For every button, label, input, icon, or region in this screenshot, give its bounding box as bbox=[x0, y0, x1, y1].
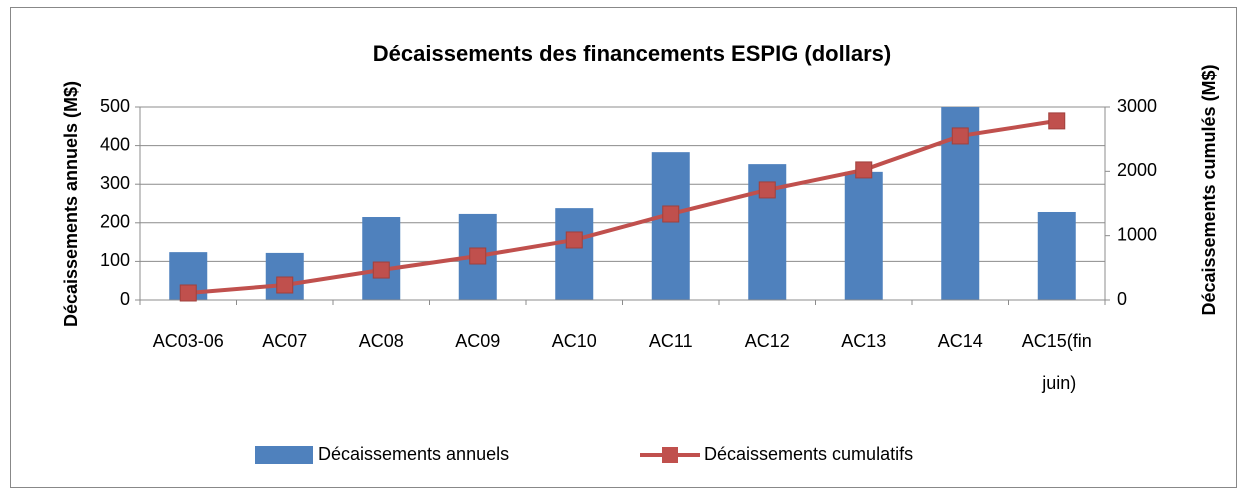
line bbox=[188, 118, 1058, 295]
y-tick-label: 100 bbox=[100, 250, 130, 270]
marker bbox=[758, 181, 776, 199]
marker bbox=[951, 127, 969, 145]
y2-tick-label: 0 bbox=[1117, 289, 1127, 309]
marker bbox=[276, 276, 294, 294]
legend-swatch bbox=[662, 447, 678, 463]
bar bbox=[651, 152, 690, 300]
y2-tick-label: 1000 bbox=[1117, 224, 1157, 244]
bar bbox=[1037, 211, 1076, 300]
y-axis-label: Décaissements annuels (M$) bbox=[61, 81, 81, 327]
x-tick-label: AC11 bbox=[649, 331, 693, 351]
y-tick-label: 200 bbox=[100, 212, 130, 232]
x-tick-label: AC10 bbox=[552, 331, 597, 351]
legend-swatch bbox=[255, 446, 313, 464]
x-tick-label: AC15(fin juin) bbox=[1022, 331, 1092, 393]
x-tick-label: AC03-06 bbox=[153, 331, 224, 351]
x-tick-label: AC08 bbox=[359, 331, 404, 351]
x-tick-label: AC07 bbox=[262, 331, 307, 351]
marker bbox=[565, 231, 583, 249]
x-tick-label: AC09 bbox=[455, 331, 500, 351]
y-tick-label: 300 bbox=[100, 173, 130, 193]
y-tick-label: 500 bbox=[100, 96, 130, 116]
bar bbox=[362, 217, 401, 300]
y2-axis-label: Décaissements cumulés (M$) bbox=[1199, 64, 1219, 315]
legend-label: Décaissements cumulatifs bbox=[704, 444, 913, 464]
y2-tick-label: 2000 bbox=[1117, 160, 1157, 180]
y-tick-label: 400 bbox=[100, 134, 130, 154]
x-tick-label: AC12 bbox=[745, 331, 790, 351]
y-tick-label: 0 bbox=[120, 289, 130, 309]
marker bbox=[662, 205, 680, 223]
marker bbox=[855, 161, 873, 179]
marker bbox=[372, 261, 390, 279]
chart-border bbox=[10, 7, 1237, 488]
marker bbox=[179, 284, 197, 302]
marker bbox=[469, 247, 487, 265]
chart-title: Décaissements des financements ESPIG (do… bbox=[373, 41, 891, 66]
bar bbox=[844, 171, 883, 300]
x-tick-label: AC14 bbox=[938, 331, 983, 351]
marker bbox=[1048, 112, 1066, 130]
x-tick-label: AC13 bbox=[841, 331, 886, 351]
bar bbox=[555, 208, 594, 300]
legend-label: Décaissements annuels bbox=[318, 444, 509, 464]
y2-tick-label: 3000 bbox=[1117, 96, 1157, 116]
